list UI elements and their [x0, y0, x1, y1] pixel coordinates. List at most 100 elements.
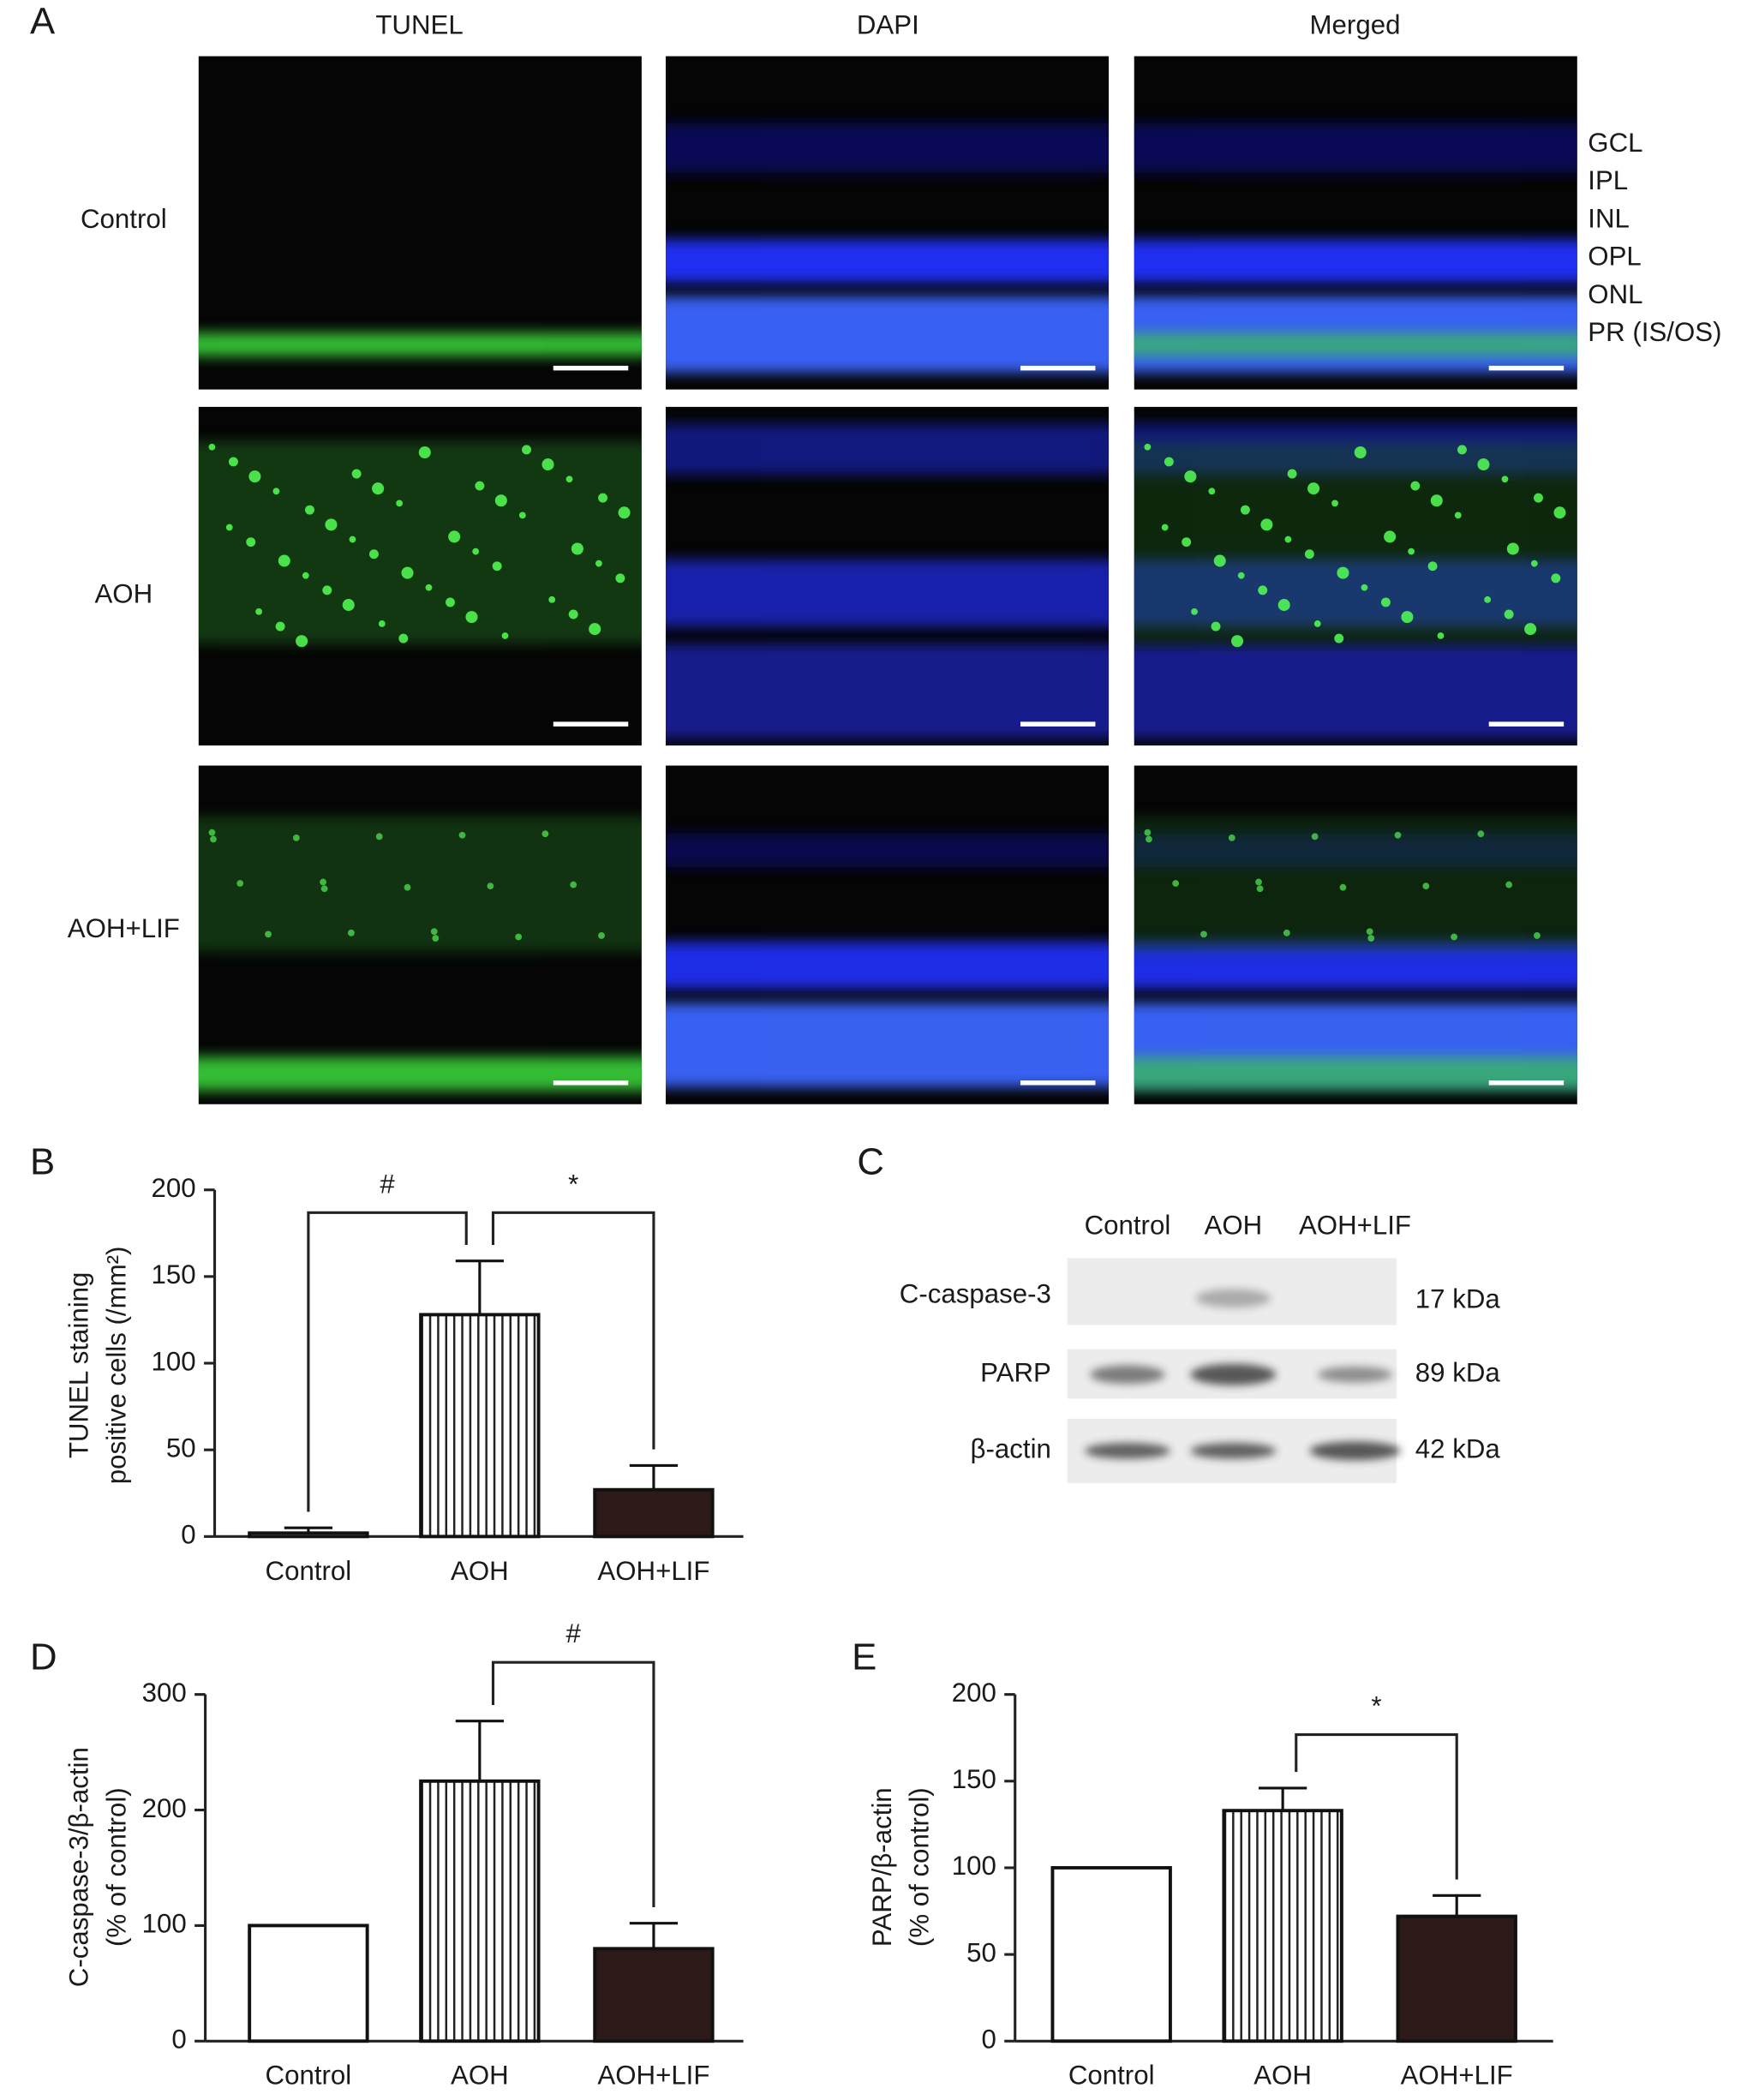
tunel-dot [342, 599, 355, 612]
tunel-dot [351, 469, 362, 479]
tunel-dot [1213, 554, 1226, 567]
tunel-dot [1313, 620, 1321, 627]
tunel-dot [522, 445, 531, 455]
tunel-dot [1237, 571, 1245, 579]
y-axis-label: C-caspase-3/β-actin [64, 1747, 94, 1987]
significance-bracket [1295, 1732, 1458, 1880]
tunel-dot [1451, 933, 1457, 941]
tunel-dot [475, 481, 485, 491]
size-label: 42 kDa [1415, 1434, 1501, 1464]
tunel-dot [1534, 493, 1543, 503]
tunel-dot [1366, 928, 1373, 936]
layer-label: ONL [1588, 279, 1642, 309]
micrograph [198, 406, 642, 746]
tunel-dot [1208, 488, 1216, 495]
tissue-band [198, 332, 642, 356]
y-tick-label: 100 [952, 1851, 996, 1881]
significance-label: # [380, 1169, 395, 1199]
tunel-dot [1287, 469, 1297, 479]
y-axis-label: (% of control) [905, 1787, 935, 1947]
tunel-dot [246, 537, 256, 547]
tunel-dot [275, 621, 285, 631]
panel-label: D [30, 1636, 57, 1678]
tunel-dot [541, 830, 549, 838]
tunel-dot [1501, 476, 1509, 483]
tunel-dot [302, 571, 309, 579]
y-tick-label: 300 [142, 1678, 187, 1708]
tunel-dot [1230, 635, 1244, 648]
tunel-dot [347, 929, 355, 936]
panel-label: E [852, 1636, 876, 1678]
tunel-dot [492, 561, 502, 571]
bar [248, 1531, 369, 1539]
y-tick-label: 200 [152, 1173, 196, 1203]
tunel-dot [1394, 831, 1402, 839]
layer-label: IPL [1588, 165, 1628, 195]
tunel-dot [1422, 882, 1430, 890]
panel-label: B [30, 1141, 55, 1183]
panel-label: A [30, 1, 56, 43]
tunel-dot [1172, 880, 1180, 887]
tissue-band [665, 942, 1110, 990]
bar [1222, 1809, 1343, 2043]
tunel-dot [598, 932, 605, 939]
x-tick-label: AOH+LIF [597, 1556, 709, 1586]
tunel-dot [1283, 929, 1290, 936]
x-tick-label: AOH [451, 2061, 509, 2091]
tunel-dot [1182, 537, 1192, 547]
tunel-dot [1228, 834, 1235, 841]
tunel-dot [568, 609, 578, 619]
tunel-dot [418, 446, 431, 459]
tunel-dot [368, 549, 379, 559]
tunel-dot [1339, 883, 1347, 891]
lane-label: AOH+LIF [1299, 1211, 1411, 1241]
tunel-dot [1427, 561, 1438, 571]
tissue-band [1134, 440, 1577, 644]
tunel-dot [598, 493, 608, 503]
tunel-dot [1551, 573, 1561, 583]
y-tick-label: 100 [142, 1909, 187, 1939]
tunel-dot [228, 457, 238, 467]
tunel-dot [1307, 482, 1320, 495]
tunel-dot [618, 506, 631, 519]
tunel-dot [375, 833, 383, 841]
tunel-dot [1477, 458, 1490, 471]
micrograph-content [198, 332, 642, 356]
tunel-dot [1484, 595, 1492, 603]
y-axis-label: PARP/β-actin [867, 1787, 897, 1947]
lane-label: Control [1085, 1211, 1171, 1241]
tunel-dot [1530, 559, 1538, 567]
tunel-dot [1256, 885, 1264, 893]
y-tick-label: 0 [171, 2025, 186, 2055]
tunel-dot [1477, 830, 1485, 838]
tissue-band [665, 239, 1110, 284]
layer-label: GCL [1588, 128, 1642, 158]
tissue-band [665, 296, 1110, 374]
tunel-dot [1144, 829, 1152, 836]
column-header: TUNEL [375, 9, 463, 39]
y-tick-label: 150 [152, 1259, 196, 1289]
protein-label: PARP [980, 1358, 1051, 1388]
micrograph-content [665, 423, 1110, 739]
bar [1050, 1866, 1172, 2043]
tunel-dot [432, 935, 440, 942]
tissue-band [665, 423, 1110, 475]
tunel-dot [1506, 542, 1519, 555]
tunel-dot [292, 834, 300, 841]
tunel-dot [1284, 535, 1292, 543]
tunel-dot [1367, 935, 1375, 942]
tunel-dot [236, 880, 244, 887]
tunel-dot [589, 623, 601, 636]
tunel-dot [1211, 621, 1221, 631]
y-axis-label: positive cells (/mm²) [101, 1247, 131, 1485]
row-label: AOH+LIF [68, 913, 180, 943]
blot-band [1090, 1365, 1165, 1385]
x-tick-label: Control [266, 1556, 352, 1586]
blot-band [1190, 1363, 1277, 1385]
error-bar [455, 1720, 504, 1781]
tunel-dot [248, 470, 261, 483]
significance-label: # [566, 1618, 582, 1648]
tunel-dot [208, 443, 216, 451]
tissue-band [665, 833, 1110, 868]
